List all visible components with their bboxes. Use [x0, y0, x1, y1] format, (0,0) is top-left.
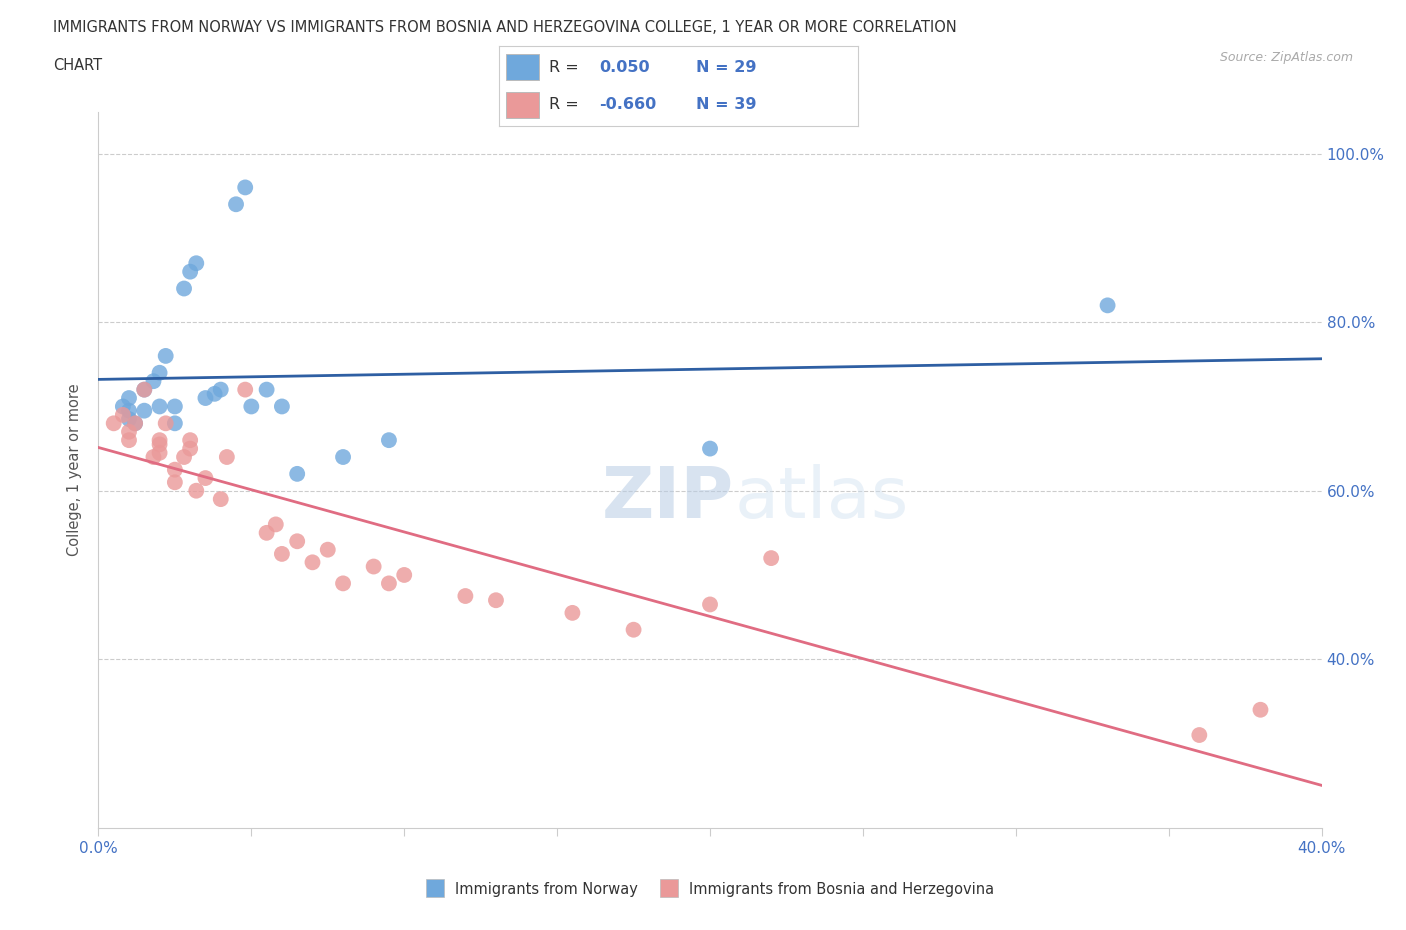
Point: [1188, 727, 1211, 742]
Point: [163, 475, 186, 490]
Point: [215, 449, 238, 464]
Text: CHART: CHART: [53, 58, 103, 73]
Point: [301, 555, 323, 570]
Point: [233, 180, 256, 195]
Point: [179, 432, 201, 447]
Point: [485, 592, 508, 607]
Point: [332, 576, 354, 591]
Point: [118, 391, 141, 405]
Point: [699, 597, 721, 612]
Point: [392, 567, 416, 582]
Text: -0.660: -0.660: [599, 97, 657, 112]
Point: [759, 551, 782, 565]
Point: [285, 467, 308, 482]
Point: [173, 449, 195, 464]
Point: [225, 197, 247, 212]
Point: [149, 365, 172, 380]
Point: [264, 517, 287, 532]
Text: Source: ZipAtlas.com: Source: ZipAtlas.com: [1219, 51, 1353, 64]
Point: [124, 416, 146, 431]
Point: [204, 386, 226, 401]
Point: [142, 449, 165, 464]
Point: [699, 441, 721, 456]
Point: [163, 399, 186, 414]
Legend: Immigrants from Norway, Immigrants from Bosnia and Herzegovina: Immigrants from Norway, Immigrants from …: [420, 876, 1000, 903]
Point: [240, 399, 263, 414]
Point: [163, 416, 186, 431]
Text: 0.050: 0.050: [599, 60, 650, 74]
Point: [163, 462, 186, 477]
Point: [118, 424, 141, 439]
Point: [118, 432, 141, 447]
Point: [118, 404, 141, 418]
Point: [155, 416, 177, 431]
Point: [124, 416, 146, 431]
Point: [134, 382, 156, 397]
Y-axis label: College, 1 year or more: College, 1 year or more: [67, 383, 83, 556]
Point: [233, 382, 256, 397]
Point: [134, 404, 156, 418]
Point: [256, 525, 278, 540]
Point: [194, 391, 217, 405]
Point: [332, 449, 354, 464]
Point: [173, 281, 195, 296]
Text: R =: R =: [550, 97, 585, 112]
Point: [561, 605, 583, 620]
Point: [149, 445, 172, 460]
Point: [118, 412, 141, 427]
Point: [186, 256, 208, 271]
Point: [623, 622, 645, 637]
Text: R =: R =: [550, 60, 585, 74]
Point: [103, 416, 125, 431]
Point: [149, 432, 172, 447]
Point: [149, 437, 172, 452]
Point: [111, 399, 134, 414]
Point: [149, 399, 172, 414]
Point: [270, 399, 292, 414]
Point: [134, 382, 156, 397]
Point: [155, 349, 177, 364]
Point: [209, 382, 232, 397]
Point: [194, 471, 217, 485]
Point: [179, 441, 201, 456]
Point: [285, 534, 308, 549]
Text: IMMIGRANTS FROM NORWAY VS IMMIGRANTS FROM BOSNIA AND HERZEGOVINA COLLEGE, 1 YEAR: IMMIGRANTS FROM NORWAY VS IMMIGRANTS FRO…: [53, 20, 957, 35]
Point: [1097, 298, 1119, 312]
Point: [186, 484, 208, 498]
Point: [454, 589, 477, 604]
FancyBboxPatch shape: [506, 91, 538, 118]
Point: [256, 382, 278, 397]
Text: N = 39: N = 39: [696, 97, 756, 112]
Point: [316, 542, 339, 557]
Point: [378, 576, 401, 591]
Text: ZIP: ZIP: [602, 464, 734, 533]
Point: [270, 547, 292, 562]
Text: N = 29: N = 29: [696, 60, 756, 74]
Point: [179, 264, 201, 279]
Point: [363, 559, 385, 574]
Point: [111, 407, 134, 422]
Text: atlas: atlas: [734, 464, 908, 533]
Point: [378, 432, 401, 447]
Point: [209, 492, 232, 507]
Point: [142, 374, 165, 389]
FancyBboxPatch shape: [506, 54, 538, 81]
Point: [1249, 702, 1271, 717]
